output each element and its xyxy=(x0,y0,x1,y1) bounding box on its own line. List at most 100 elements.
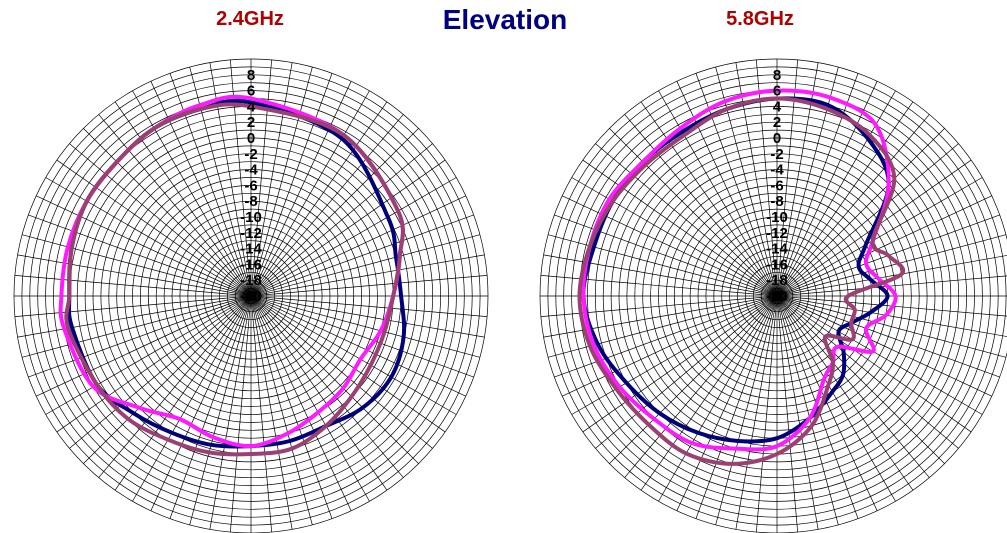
grid-spoke xyxy=(98,114,252,297)
grid-spoke xyxy=(250,295,333,519)
grid-spoke xyxy=(250,234,481,297)
grid-spoke xyxy=(554,295,778,378)
grid-spoke xyxy=(83,128,252,297)
radial-tick-label: 0 xyxy=(773,130,781,147)
grid-spoke xyxy=(776,295,959,449)
grid-spoke xyxy=(250,295,433,449)
grid-spoke xyxy=(21,234,252,297)
grid-spoke xyxy=(250,295,485,338)
grid-spoke xyxy=(776,295,992,397)
grid-spoke xyxy=(250,295,457,415)
grid-spoke xyxy=(250,66,313,297)
radial-tick-label: -16 xyxy=(766,256,788,273)
grid-spoke xyxy=(776,177,983,297)
grid-spoke xyxy=(776,114,930,297)
grid-spoke xyxy=(776,295,839,526)
radial-tick-label: -10 xyxy=(240,209,262,226)
grid-spoke xyxy=(250,274,488,297)
grid-spoke xyxy=(640,295,778,491)
grid-spoke xyxy=(776,255,1007,297)
grid-spoke xyxy=(250,81,352,297)
grid-spoke xyxy=(543,295,778,338)
grid-spoke xyxy=(45,177,252,297)
grid-spoke xyxy=(776,101,914,297)
grid-spoke xyxy=(250,295,352,511)
grid-spoke xyxy=(250,73,333,297)
grid-spoke xyxy=(776,295,914,491)
grid-spoke xyxy=(209,295,252,530)
grid-spoke xyxy=(114,295,252,491)
grid-spoke xyxy=(250,177,457,297)
grid-spoke xyxy=(69,295,252,449)
grid-spoke xyxy=(776,295,972,433)
series-line-3 xyxy=(577,96,906,466)
grid-spoke xyxy=(776,295,930,478)
series-line-3 xyxy=(64,102,405,457)
grid-spoke xyxy=(250,295,466,397)
grid-spoke xyxy=(69,143,252,297)
grid-spoke xyxy=(755,295,778,533)
grid-spoke xyxy=(776,128,945,297)
grid-spoke xyxy=(229,295,252,533)
grid-spoke xyxy=(776,295,1000,378)
radial-tick-label: 4 xyxy=(247,98,256,115)
grid-spoke xyxy=(571,295,778,415)
grid-spoke xyxy=(114,101,252,297)
grid-spoke xyxy=(776,73,859,297)
grid-spoke xyxy=(250,295,404,478)
grid-spoke xyxy=(250,90,370,297)
grid-spoke xyxy=(624,295,778,478)
grid-spoke xyxy=(609,128,778,297)
radial-tick-label: -4 xyxy=(244,162,258,179)
radial-tick-label: 4 xyxy=(773,98,782,115)
grid-spoke xyxy=(776,275,1007,297)
grid-spoke xyxy=(132,90,252,297)
grid-spoke xyxy=(543,254,778,297)
radial-tick-label: 2 xyxy=(247,114,255,131)
radial-tick-label: -4 xyxy=(770,162,784,179)
grid-spoke xyxy=(45,295,252,415)
radial-tick-label: -6 xyxy=(770,177,783,194)
grid-spoke xyxy=(250,143,433,297)
grid-spoke xyxy=(250,128,419,297)
radial-tick-label: -18 xyxy=(766,272,788,289)
grid-spoke xyxy=(250,295,370,502)
radial-tick-label: -12 xyxy=(766,225,788,242)
grid-spoke xyxy=(250,295,388,491)
grid-spoke xyxy=(28,214,252,297)
grid-spoke xyxy=(776,295,878,511)
grid-spoke xyxy=(624,114,778,297)
grid-spoke xyxy=(83,295,252,464)
grid-spoke xyxy=(250,254,485,297)
grid-spoke xyxy=(17,254,252,297)
grid-spoke xyxy=(150,295,252,511)
grid-spoke xyxy=(250,62,293,297)
grid-spoke xyxy=(250,295,488,318)
grid-spoke xyxy=(609,295,778,464)
grid-spoke xyxy=(571,177,778,297)
radial-tick-label: -2 xyxy=(244,146,257,163)
grid-spoke xyxy=(250,295,446,433)
grid-spoke xyxy=(554,214,778,297)
grid-spoke xyxy=(776,295,799,533)
grid-spoke xyxy=(776,295,1007,317)
grid-spoke xyxy=(250,295,474,378)
grid-spoke xyxy=(582,295,778,433)
grid-spoke xyxy=(98,295,252,478)
grid-spoke xyxy=(658,295,778,502)
grid-spoke xyxy=(17,295,252,338)
radial-tick-label: 8 xyxy=(247,67,255,84)
grid-spoke xyxy=(250,295,273,533)
grid-spoke xyxy=(28,295,252,378)
series-line-2 xyxy=(581,88,898,452)
radial-tick-label: -20 xyxy=(240,288,262,305)
radial-tick-label: -20 xyxy=(766,288,788,305)
grid-spoke xyxy=(132,295,252,502)
grid-spoke xyxy=(776,81,878,297)
grid-spoke xyxy=(250,295,419,464)
grid-spoke xyxy=(250,101,388,297)
grid-spoke xyxy=(250,159,446,297)
grid-spoke xyxy=(676,295,778,511)
